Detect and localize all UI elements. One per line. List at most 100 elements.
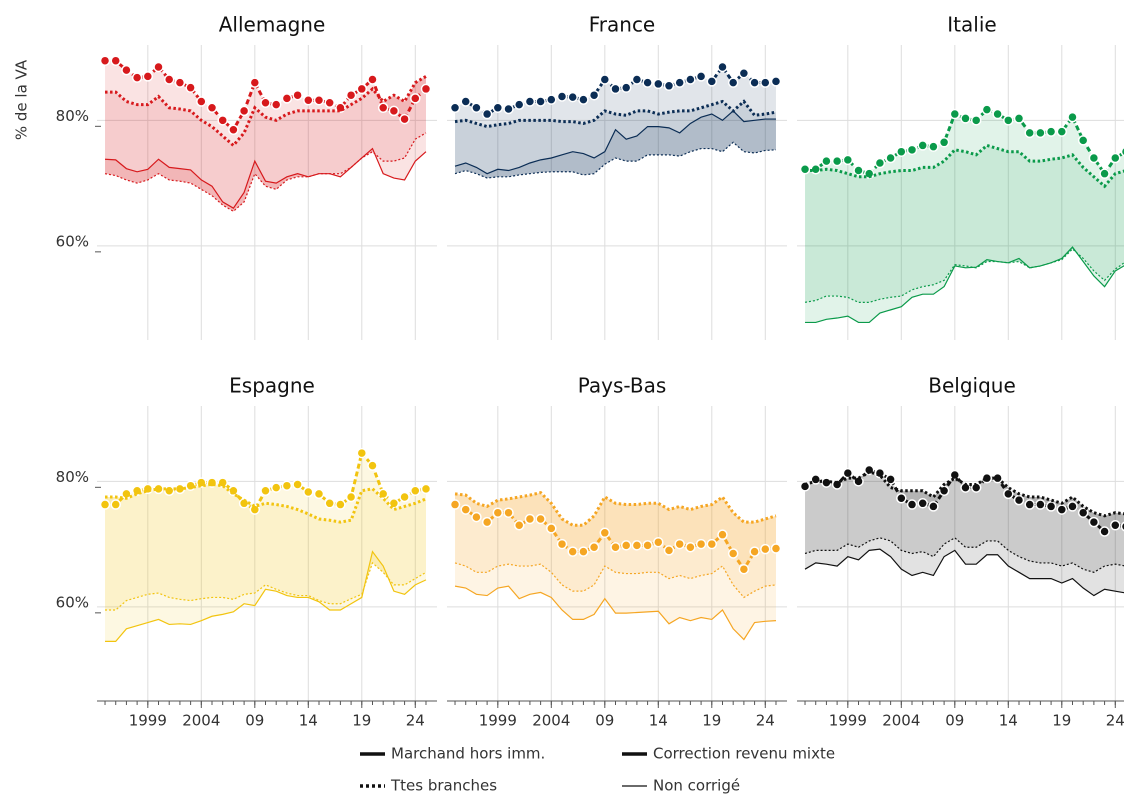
x-tick-label: 1999 (479, 712, 517, 730)
panel-title: Italie (947, 13, 996, 37)
panel (797, 45, 1124, 340)
marker (345, 491, 357, 503)
marker (449, 102, 461, 114)
panel (97, 45, 437, 340)
marker (842, 467, 854, 479)
marker (270, 482, 282, 493)
marker (631, 540, 643, 551)
marker (481, 108, 493, 120)
marker (567, 546, 578, 557)
marker (749, 77, 760, 88)
marker (503, 507, 514, 518)
marker (610, 541, 621, 553)
marker (578, 546, 589, 557)
series-line (805, 246, 1124, 324)
marker (1003, 488, 1014, 500)
legend-label: Correction revenu mixte (653, 745, 835, 763)
marker (228, 124, 239, 135)
marker (738, 67, 750, 79)
x-tick-label: 1999 (829, 712, 867, 730)
marker (685, 74, 696, 85)
marker (642, 540, 653, 551)
marker (717, 61, 728, 73)
series-line (805, 143, 1124, 189)
marker (410, 485, 421, 496)
marker (460, 504, 471, 515)
marker (238, 105, 250, 117)
marker (524, 96, 536, 107)
band-light (455, 492, 776, 570)
panel (447, 406, 787, 701)
marker (110, 55, 121, 66)
marker (949, 469, 961, 481)
marker (1099, 526, 1110, 537)
x-tick-label: 19 (1052, 712, 1071, 730)
marker (1067, 501, 1078, 512)
y-axis-label: % de la VA (13, 59, 31, 140)
band-light (455, 110, 776, 179)
marker (399, 113, 410, 125)
marker (928, 141, 939, 152)
marker (367, 460, 378, 471)
marker (524, 513, 536, 525)
panel-title: France (589, 13, 656, 37)
series-line (104, 147, 427, 209)
marker (131, 72, 143, 83)
marker (1013, 113, 1025, 124)
band-dark (805, 145, 1124, 303)
marker (917, 498, 928, 509)
x-tick-label: 19 (352, 712, 371, 730)
marker (313, 488, 325, 500)
x-tick-label: 09 (245, 712, 264, 730)
marker (695, 71, 707, 82)
marker (810, 474, 821, 485)
marker (620, 82, 632, 93)
marker (260, 97, 271, 108)
band-light (805, 247, 1124, 323)
marker (588, 89, 600, 101)
marker (492, 507, 504, 518)
marker (410, 93, 421, 104)
marker (185, 82, 196, 93)
marker (685, 541, 696, 553)
marker (599, 74, 611, 85)
series-line (454, 585, 777, 641)
marker (471, 511, 482, 523)
panel (447, 45, 787, 340)
marker (196, 96, 207, 107)
y-tick-label: 60% (56, 232, 89, 250)
marker (270, 99, 282, 110)
marker (663, 80, 675, 92)
marker (653, 536, 664, 548)
x-tick-label: 14 (999, 712, 1018, 730)
marker (1024, 499, 1035, 510)
marker (1088, 152, 1100, 164)
marker (481, 516, 493, 528)
marker (1110, 520, 1121, 531)
marker (578, 94, 589, 105)
legend-label: Marchand hors imm. (391, 745, 545, 763)
series-line (105, 561, 427, 611)
series-line (104, 132, 427, 213)
x-tick-label: 24 (756, 712, 775, 730)
marker (727, 77, 739, 88)
marker (399, 491, 410, 503)
x-tick-label: 2004 (532, 712, 570, 730)
marker (535, 513, 546, 525)
marker (281, 480, 293, 491)
marker (153, 61, 164, 73)
band-light (455, 66, 776, 127)
marker (1077, 507, 1089, 518)
marker (642, 77, 653, 88)
marker (556, 91, 568, 102)
marker (335, 499, 346, 510)
marker (970, 115, 982, 126)
band-light (105, 453, 426, 523)
marker (1120, 521, 1124, 532)
marker (260, 485, 271, 496)
marker (906, 499, 918, 510)
band-light (105, 132, 426, 212)
marker (460, 96, 471, 107)
marker (492, 102, 504, 114)
marker (303, 94, 314, 106)
